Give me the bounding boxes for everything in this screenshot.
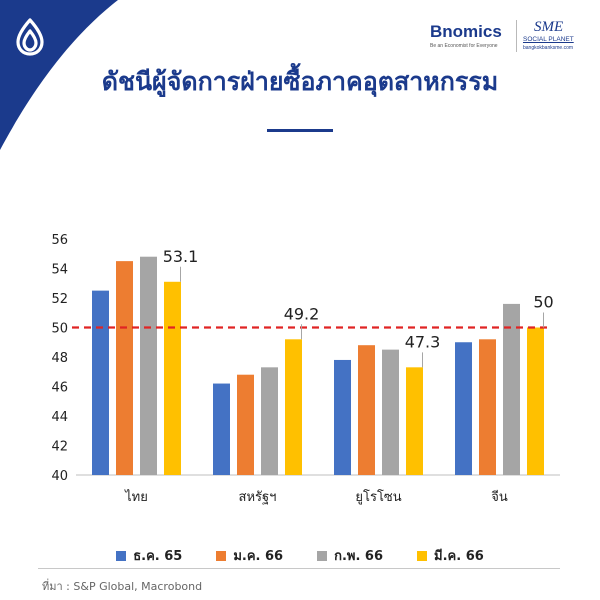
legend-label: ธ.ค. 65 bbox=[133, 549, 183, 564]
y-tick-label: 44 bbox=[51, 410, 68, 425]
legend-swatch bbox=[317, 550, 328, 561]
sme-url: bangkokbanksme.com bbox=[523, 45, 574, 51]
y-tick-label: 42 bbox=[51, 440, 68, 455]
data-label: 47.3 bbox=[405, 332, 441, 351]
bnomics-logo: Bnomics bbox=[430, 22, 502, 41]
legend-swatch bbox=[116, 550, 127, 561]
title-underline bbox=[267, 129, 333, 132]
category-label: จีน bbox=[491, 489, 508, 505]
bar bbox=[92, 290, 109, 475]
category-label: สหรัฐฯ bbox=[239, 490, 277, 505]
corner-banner bbox=[0, 0, 118, 150]
brand-separator bbox=[516, 20, 517, 52]
bar bbox=[164, 281, 181, 475]
bnomics-tagline: Be an Economist for Everyone bbox=[430, 43, 498, 49]
lotus-leaf-icon bbox=[16, 18, 44, 56]
legend-label: มี.ค. 66 bbox=[434, 549, 484, 564]
legend-item: ธ.ค. 65 bbox=[116, 545, 182, 566]
bar bbox=[334, 359, 351, 475]
bar bbox=[116, 261, 133, 475]
y-tick-label: 56 bbox=[51, 233, 68, 248]
brand-logos: Bnomics Be an Economist for Everyone SME… bbox=[424, 18, 574, 58]
bar bbox=[140, 256, 157, 475]
sme-subtitle: SOCIAL PLANET bbox=[523, 36, 574, 43]
bar bbox=[527, 327, 544, 475]
y-tick-label: 54 bbox=[51, 263, 68, 278]
sme-logo: SME bbox=[534, 19, 564, 35]
bar bbox=[285, 339, 302, 475]
legend-item: ก.พ. 66 bbox=[317, 545, 383, 566]
bar bbox=[406, 367, 423, 475]
legend-item: ม.ค. 66 bbox=[216, 545, 283, 566]
legend-item: มี.ค. 66 bbox=[417, 545, 484, 566]
y-tick-label: 46 bbox=[51, 381, 68, 396]
chart-legend: ธ.ค. 65 ม.ค. 66 ก.พ. 66 มี.ค. 66 bbox=[0, 545, 600, 566]
bar bbox=[382, 349, 399, 475]
data-label: 49.2 bbox=[284, 304, 320, 323]
legend-swatch bbox=[417, 550, 428, 561]
legend-swatch bbox=[216, 550, 227, 561]
footer-divider bbox=[38, 568, 560, 569]
source-note: ที่มา : S&P Global, Macrobond bbox=[42, 580, 203, 593]
data-label: 50 bbox=[533, 293, 553, 312]
y-tick-label: 40 bbox=[51, 469, 68, 484]
y-tick-label: 48 bbox=[51, 351, 68, 366]
bar bbox=[503, 303, 520, 475]
data-label: 53.1 bbox=[163, 247, 199, 266]
legend-label: ม.ค. 66 bbox=[233, 549, 284, 564]
category-label: ยูโรโซน bbox=[355, 489, 401, 505]
bar bbox=[237, 374, 254, 475]
bar bbox=[261, 367, 278, 475]
bar bbox=[455, 342, 472, 475]
category-label: ไทย bbox=[124, 489, 148, 505]
bar bbox=[479, 339, 496, 475]
corner-blue-shape bbox=[0, 0, 118, 150]
bar bbox=[358, 345, 375, 475]
page-title: ดัชนีผู้จัดการฝ่ายซื้อภาคอุตสาหกรรม bbox=[101, 67, 499, 96]
bar bbox=[213, 383, 230, 475]
legend-label: ก.พ. 66 bbox=[334, 549, 384, 564]
y-tick-label: 50 bbox=[51, 322, 68, 337]
y-tick-label: 52 bbox=[51, 292, 68, 307]
